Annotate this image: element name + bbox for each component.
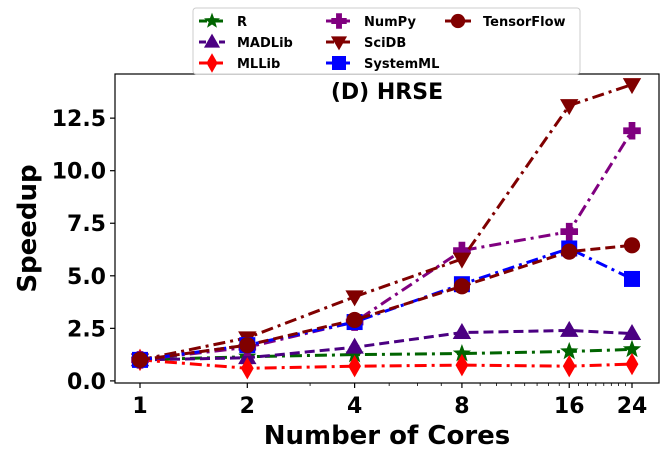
series-tensorflow: [131, 237, 641, 368]
y-tick-label: 10.0: [52, 160, 106, 185]
data-point: [562, 354, 576, 378]
legend: R MADLib MLLib NumPy SciDB SystemML TensorFlow: [192, 7, 581, 75]
data-point: [452, 322, 472, 339]
data-point: [346, 311, 363, 329]
legend-item: R: [199, 12, 247, 30]
data-point: [345, 345, 364, 363]
data-point: [239, 337, 256, 354]
x-tick-label: 2: [240, 394, 255, 419]
data-point: [345, 337, 364, 354]
series-line: [139, 83, 633, 362]
legend-label: MADLib: [237, 36, 293, 51]
legend-item: MADLib: [199, 33, 293, 51]
series-mllib: [133, 348, 639, 380]
legend-label: SciDB: [364, 36, 406, 51]
data-point: [560, 222, 579, 241]
legend-item: MLLib: [199, 53, 280, 73]
data-point: [453, 278, 471, 295]
data-point: [453, 241, 471, 260]
y-tick-label: 7.5: [67, 212, 106, 237]
data-point: [240, 357, 254, 380]
legend-marker: [331, 13, 347, 29]
x-tick-label: 8: [454, 394, 469, 419]
series-line: [139, 129, 634, 362]
legend-item: SystemML: [326, 56, 439, 72]
x-tick-label: 4: [347, 394, 362, 419]
y-tick-label: 0.0: [67, 370, 106, 395]
legend-label: TensorFlow: [483, 15, 566, 30]
legend-item: SciDB: [326, 36, 406, 51]
legend-label: MLLib: [237, 57, 280, 72]
data-point: [131, 351, 149, 368]
legend-box: [192, 7, 581, 75]
data-point: [625, 352, 639, 376]
chart-title: (D) HRSE: [331, 80, 443, 105]
data-point: [622, 78, 642, 95]
y-tick-label: 5.0: [67, 265, 106, 290]
data-point: [624, 270, 640, 287]
legend-marker: [204, 12, 220, 28]
data-point: [560, 99, 579, 116]
data-point: [452, 343, 472, 362]
series-line: [139, 347, 633, 362]
legend-item: TensorFlow: [445, 13, 566, 30]
data-point: [560, 341, 579, 360]
legend-marker: [206, 53, 218, 73]
y-tick-label: 2.5: [67, 317, 106, 342]
data-point: [455, 353, 469, 377]
series-scidb: [130, 78, 642, 370]
legend-label: R: [237, 15, 247, 30]
data-point: [623, 121, 641, 140]
series-line: [139, 246, 633, 362]
data-point: [345, 290, 364, 307]
data-point: [622, 324, 642, 341]
legend-marker: [330, 36, 348, 51]
legend-label: SystemML: [364, 57, 439, 72]
x-tick-label: 1: [132, 394, 147, 419]
legend-label: NumPy: [364, 15, 416, 30]
x-axis-label: Number of Cores: [264, 421, 511, 451]
data-point: [560, 320, 579, 337]
x-tick-label: 24: [617, 394, 648, 419]
data-point: [561, 243, 578, 260]
x-tick-label: 16: [554, 394, 585, 419]
legend-marker: [450, 13, 466, 29]
legend-marker: [203, 33, 221, 48]
y-axis-label: Speedup: [13, 164, 43, 292]
data-point: [452, 252, 472, 269]
legend-marker: [332, 56, 346, 70]
data-point: [348, 354, 362, 378]
data-point: [238, 348, 257, 365]
series-madlib: [130, 320, 642, 367]
series-line: [139, 243, 633, 362]
data-point: [622, 339, 642, 358]
series-line: [139, 328, 633, 362]
y-tick-label: 12.5: [52, 107, 106, 132]
series-line: [139, 358, 633, 370]
data-point: [623, 237, 641, 254]
legend-item: NumPy: [326, 13, 416, 30]
